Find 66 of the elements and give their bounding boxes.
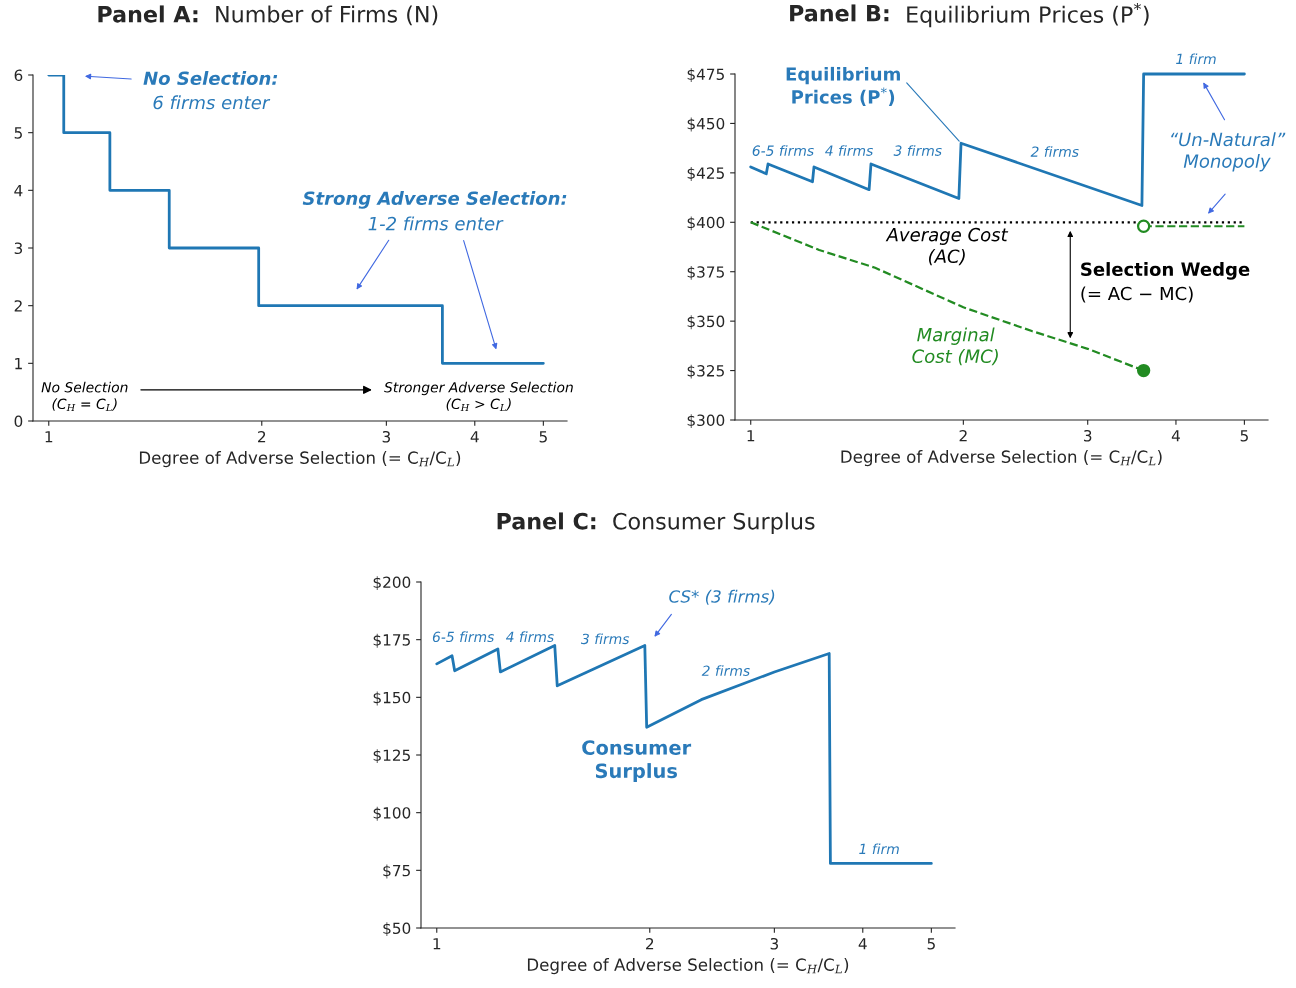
annotation: Consumer Surplus <box>582 740 692 782</box>
annotation: No Selection (C$_{H}$ = C$_{L}$) <box>41 381 128 412</box>
x-tick-label: 4 <box>858 938 867 950</box>
x-tick-label: 1 <box>433 938 441 950</box>
annotation: Average Cost (AC) <box>885 227 1009 266</box>
y-tick-label: $450 <box>687 117 725 132</box>
annotation: 3 firms <box>581 633 630 645</box>
chart-title: Panel B: Equilibrium Prices (P$^{*}$) <box>790 2 1149 28</box>
annotation: CS* (3 firms) <box>669 589 775 605</box>
x-tick-label: 1 <box>747 430 755 442</box>
chart-title: Panel C: Consumer Surplus <box>497 512 815 534</box>
annotation: No Selection: <box>143 71 278 86</box>
y-tick-label: $475 <box>687 68 724 83</box>
annotation: 1-2 firms enter <box>368 216 504 231</box>
annotation: Selection Wedge <box>1081 262 1250 280</box>
y-tick-label: 0 <box>14 415 23 428</box>
y-tick-label: 3 <box>14 242 23 255</box>
annotation: 1 firm <box>859 843 899 854</box>
x-tick-label: 4 <box>470 431 479 443</box>
y-tick-label: 2 <box>14 300 22 312</box>
y-tick-label: $125 <box>373 749 410 764</box>
x-axis-title: Degree of Adverse Selection (= C$_{H}$/C$_{L}$) <box>527 958 849 975</box>
x-tick-label: 5 <box>539 431 547 443</box>
annotation: 4 firms <box>825 145 874 156</box>
x-tick-label: 1 <box>45 431 53 443</box>
annotation: Marginal Cost (MC) <box>912 327 998 366</box>
y-tick-label: $300 <box>687 414 725 429</box>
y-tick-label: 1 <box>15 358 22 370</box>
y-tick-label: $350 <box>687 315 725 330</box>
x-axis-title: Degree of Adverse Selection (= C$_{H}$/C$_{L}$) <box>139 451 461 468</box>
chart-title: Panel A: Number of Firms (N) <box>98 5 438 26</box>
y-tick-label: $200 <box>373 576 411 591</box>
text: 1 firm <box>1176 53 1216 64</box>
y-tick-label: 6 <box>14 69 23 82</box>
y-tick-label: $75 <box>383 864 410 879</box>
annotation: Stronger Adverse Selection (C$_{H}$ > C$_{L}$) <box>384 381 573 412</box>
y-tick-label: $375 <box>687 265 724 280</box>
y-tick-label: $425 <box>687 167 724 181</box>
annotation: Strong Adverse Selection: <box>302 191 567 209</box>
annotation: “Un-Natural” Monopoly <box>1171 132 1286 172</box>
annotation: 6 firms enter <box>153 95 271 110</box>
y-tick-label: $100 <box>373 806 411 821</box>
annotation: 2 firms <box>701 665 750 676</box>
x-tick-label: 3 <box>1084 429 1092 442</box>
y-tick-label: $175 <box>373 633 410 648</box>
x-tick-label: 2 <box>646 937 654 950</box>
y-tick-label: 4 <box>14 185 23 197</box>
y-tick-label: $400 <box>687 216 725 231</box>
y-tick-label: 5 <box>14 127 22 139</box>
annotation: 4 firms <box>505 631 554 643</box>
annotation: (= AC − MC) <box>1081 286 1193 303</box>
annotation: 3 firms <box>893 145 942 156</box>
x-tick-label: 5 <box>1240 430 1248 442</box>
y-tick-label: $50 <box>383 922 411 937</box>
annotation: Equilibrium Prices (P$^{*}$) <box>786 66 900 106</box>
annotation: 6-5 firms <box>752 145 814 156</box>
y-tick-label: $150 <box>373 691 411 706</box>
x-tick-label: 5 <box>927 938 935 950</box>
annotation: 2 firms <box>1030 146 1079 157</box>
x-tick-label: 3 <box>770 937 779 950</box>
x-tick-label: 2 <box>258 430 266 443</box>
x-tick-label: 4 <box>1171 430 1180 442</box>
annotation: 6-5 firms <box>432 631 495 643</box>
x-tick-label: 2 <box>959 429 967 442</box>
x-axis-title: Degree of Adverse Selection (= C$_{H}$/C$_{L}$) <box>841 450 1162 467</box>
y-tick-label: $325 <box>687 364 724 379</box>
